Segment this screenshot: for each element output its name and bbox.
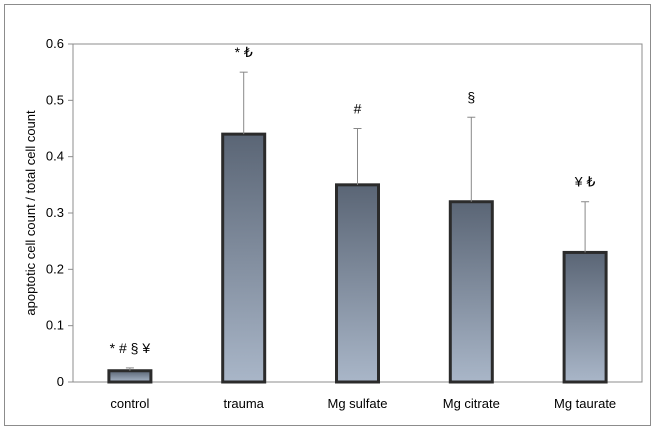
y-axis-label: apoptotic cell count / total cell count [23,110,38,316]
bar [221,132,267,384]
significance-annotation: * # § ¥ [110,340,151,356]
y-tick-label: 0.4 [46,149,64,164]
y-tick-label: 0.6 [46,36,64,51]
bar [335,183,380,384]
y-tick-label: 0.3 [46,205,64,220]
bar [107,369,153,384]
x-tick-label: Mg sulfate [328,396,388,411]
significance-annotation: * ₺ [235,44,253,60]
bar-chart: apoptotic cell count / total cell count … [23,36,643,411]
y-tick-label: 0 [57,374,64,389]
bar [448,200,494,384]
x-tick-label: Mg taurate [554,396,616,411]
chart-frame: apoptotic cell count / total cell count … [4,4,651,426]
y-tick-label: 0.1 [46,318,64,333]
x-tick-label: control [110,396,149,411]
y-tick-label: 0.2 [46,261,64,276]
y-tick-label: 0.5 [46,92,64,107]
significance-annotation: ¥ ₺ [574,174,596,190]
significance-annotation: § [467,89,475,105]
x-tick-label: Mg citrate [443,396,500,411]
bar [562,250,608,384]
significance-annotation: # [354,101,362,117]
x-tick-label: trauma [223,396,264,411]
